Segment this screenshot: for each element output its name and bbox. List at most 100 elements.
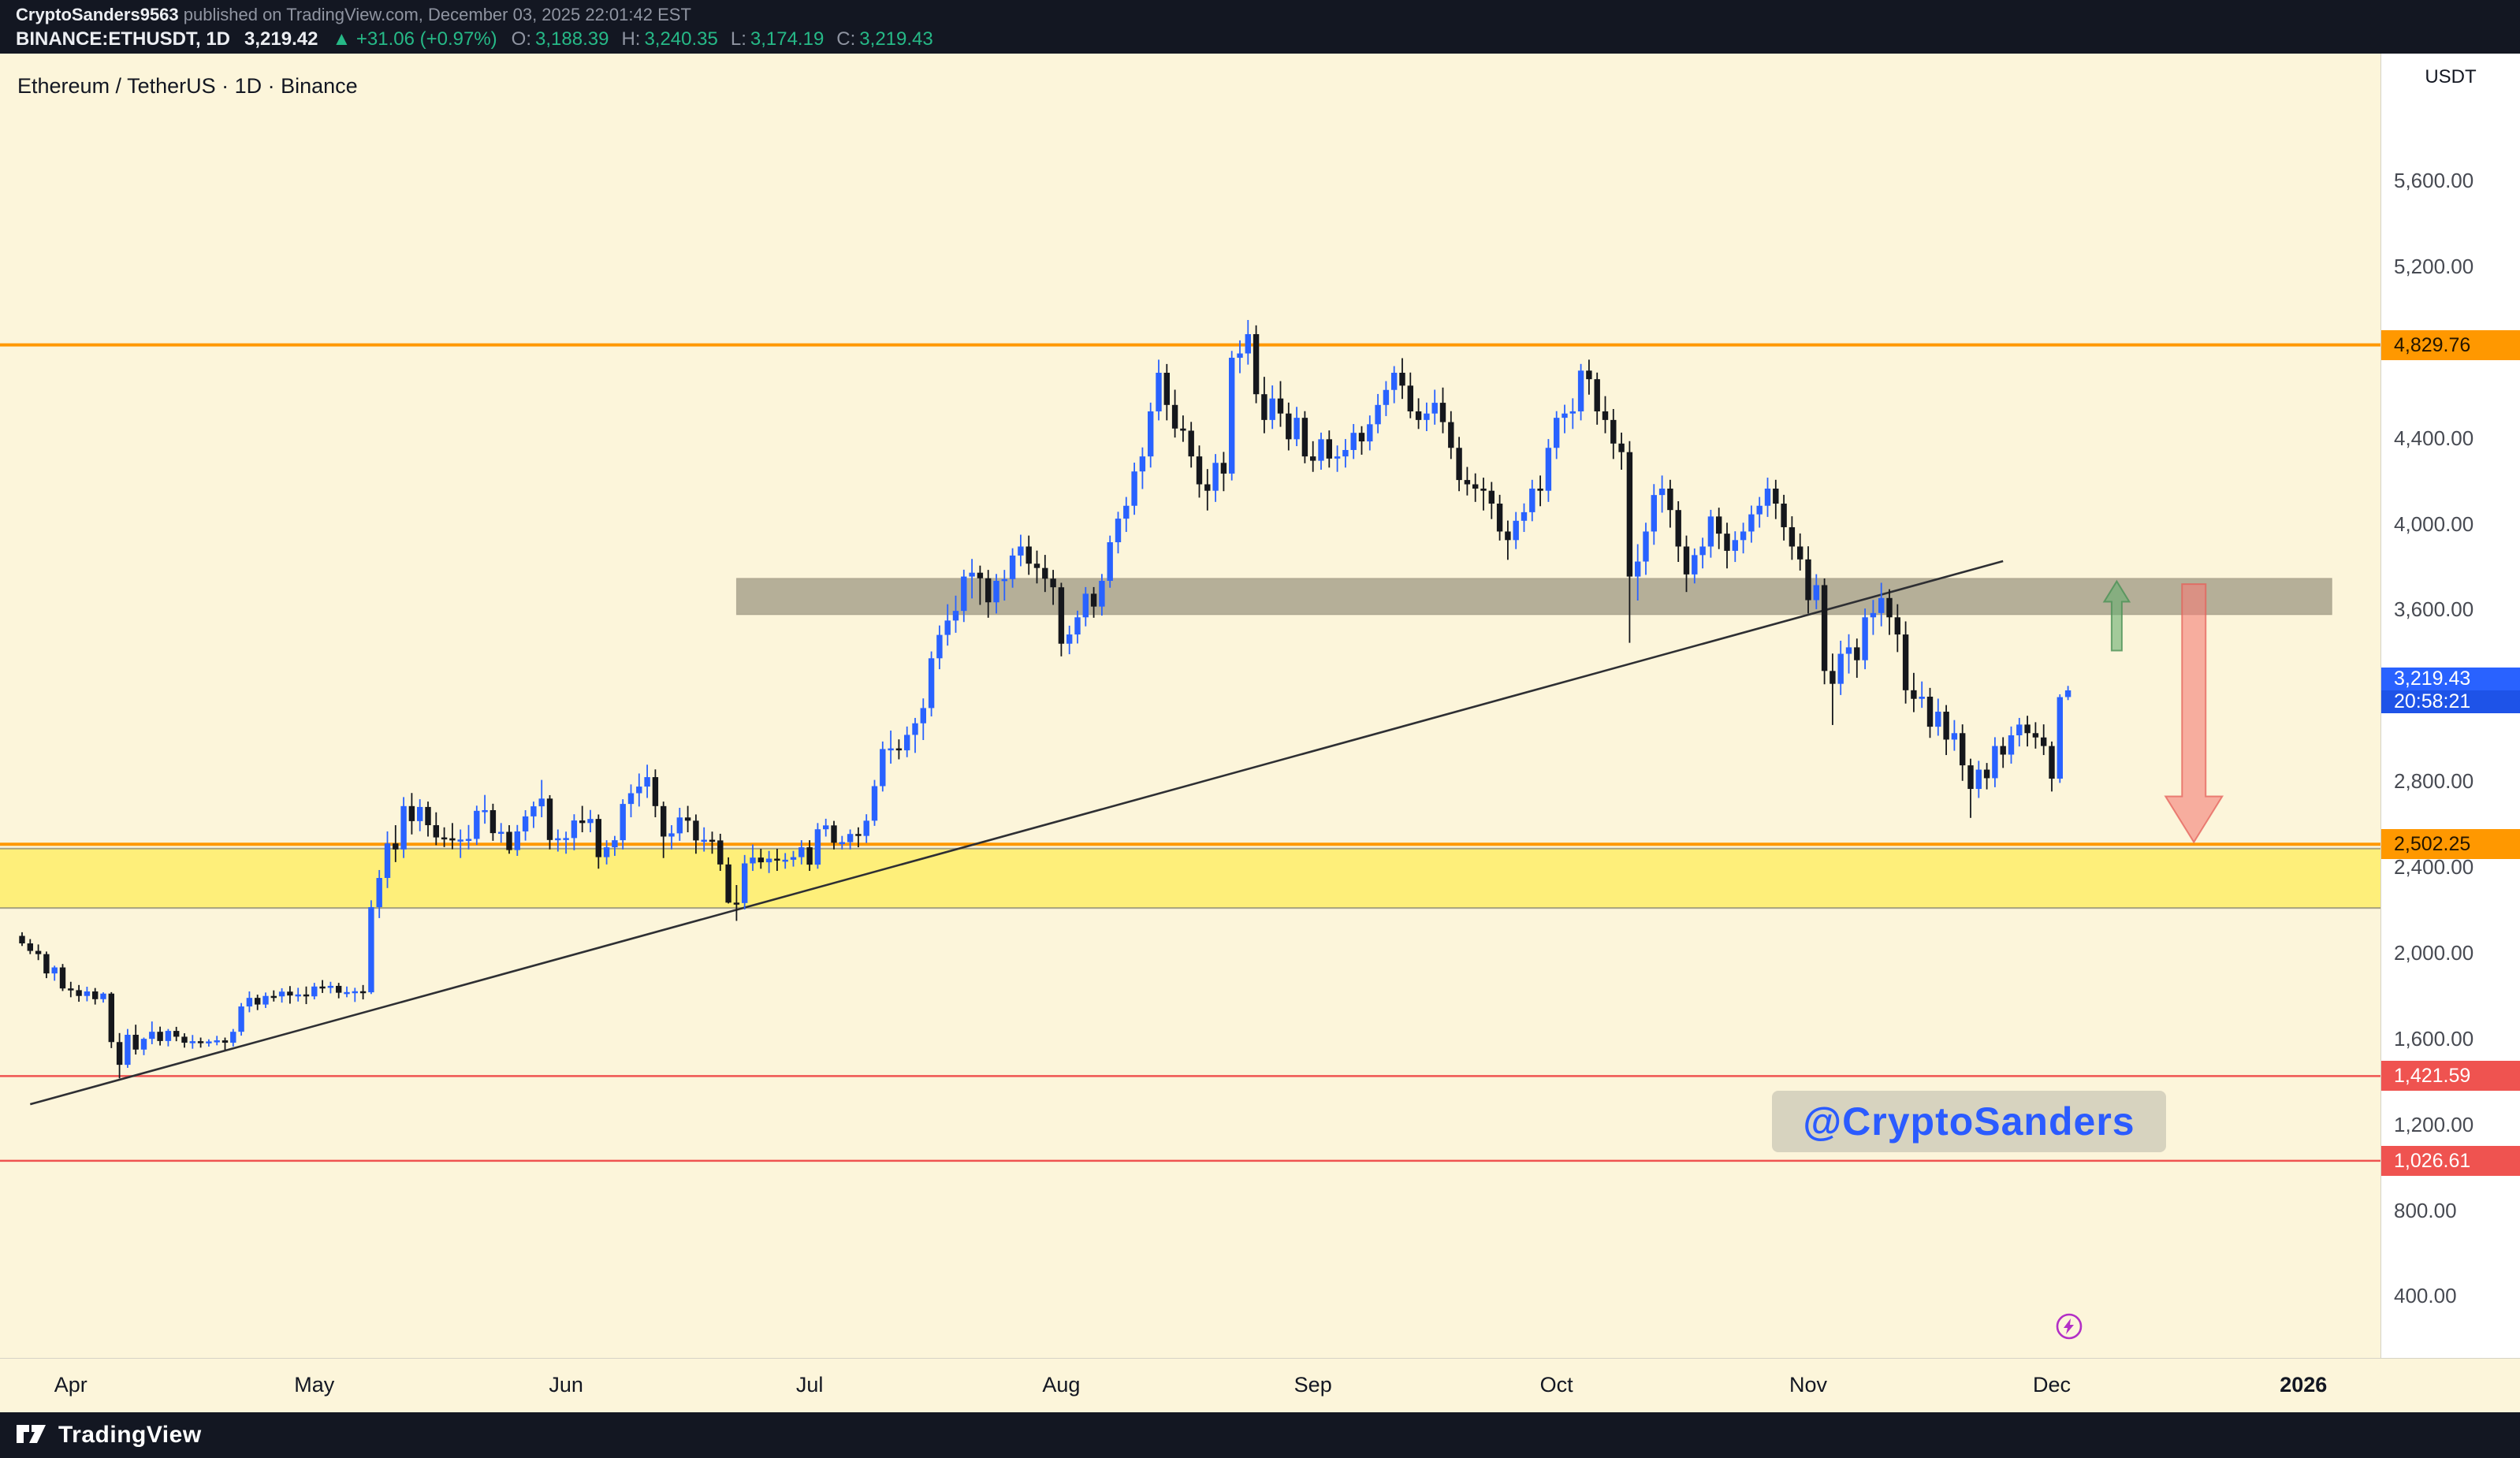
candle-body [1488,490,1495,504]
time-axis[interactable]: Apr May Jun Jul Aug Sep Oct Nov Dec 2026 [0,1358,2520,1412]
candle-body [1480,488,1487,491]
candle-body [1651,495,1657,532]
candle-body [880,749,886,787]
candle-body [441,837,448,840]
candle-body [1391,372,1398,390]
price-tick-label: 400.00 [2394,1284,2457,1308]
candle-body [1967,765,1974,790]
tradingview-logo-icon[interactable] [16,1422,47,1449]
candle-body [1277,398,1284,414]
candle-body [814,829,821,865]
candle-body [76,990,82,996]
candle-body [1431,403,1438,414]
watermark-label: @CryptoSanders [1772,1091,2166,1152]
candle-body [977,572,984,578]
candle-body [717,840,724,865]
candle-body [798,847,805,857]
chart-legend[interactable]: Ethereum / TetherUS · 1D · Binance [17,74,358,98]
candle-body [425,806,431,826]
candle-body [1837,653,1844,684]
time-tick-aug: Aug [1042,1373,1081,1397]
candle-body [1148,411,1154,457]
candle-body [693,820,699,841]
candle-body [863,820,869,836]
candle-body [1911,690,1917,699]
price-tick-label: 5,200.00 [2394,254,2474,278]
candle-body [35,950,42,954]
candle-body [1269,398,1275,420]
candle-body [125,1034,131,1066]
candle-body [1245,333,1251,354]
candle-body [1066,634,1073,644]
candle-body [2064,690,2071,697]
candle-body [855,834,862,836]
candle-body [1237,353,1243,358]
candle-body [1610,419,1617,444]
candle-body [1992,746,1998,779]
candle-body [1926,697,1934,727]
candle-body [1009,555,1016,579]
candle-body [806,847,813,865]
candle-body [1724,534,1730,551]
last-price: 3,219.42 [244,28,318,50]
candle-body [1569,411,1576,414]
candle-body [1074,617,1081,635]
last-price-label: 3,219.43 20:58:21 [2381,667,2520,713]
candle-body [1716,516,1722,534]
candle-body [498,831,504,834]
price-label-4829: 4,829.76 [2381,329,2520,360]
candle-body [871,786,878,821]
candle-body [1139,456,1146,472]
candle-body [1212,463,1219,491]
candle-body [1342,449,1349,457]
candle-body [303,994,310,997]
candle-body [116,1042,123,1066]
candle-body [489,809,497,834]
time-tick-2026: 2026 [2280,1373,2328,1397]
candle-body [522,816,529,831]
candle-body [1350,433,1357,450]
candle-body [68,988,74,991]
candle-body [1521,511,1528,521]
candle-body [2008,735,2015,755]
flash-icon[interactable] [2054,1311,2084,1341]
candle-body [1229,357,1235,474]
price-axis[interactable]: USDT 5,600.00 5,200.00 4,400.00 4,000.00 3,6… [2380,54,2520,1358]
candle-body [839,842,845,845]
candle-body [1943,712,1949,740]
candle-body [214,1040,220,1043]
tradingview-brand[interactable]: TradingView [58,1422,202,1448]
candle-body [1830,671,1836,684]
candle-body [1115,519,1122,543]
candle-body [1983,769,1990,779]
candle-body [1448,422,1454,448]
candle-body [1821,585,1828,671]
candle-body [1163,372,1170,405]
price-label-1421: 1,421.59 [2381,1061,2520,1092]
candle-body [790,857,797,860]
price-tick-label: 1,200.00 [2394,1112,2474,1136]
candle-body [352,991,358,994]
candle-body [1107,542,1113,582]
candle-body [2049,746,2055,779]
candle-body [587,819,594,824]
candle-body [1545,448,1552,491]
candle-body [1602,411,1609,420]
candle-body [1286,413,1292,440]
candle-body [530,806,537,816]
candle-body [1407,385,1413,411]
price-tick-label: 4,000.00 [2394,511,2474,536]
candle-body [904,735,910,751]
candle-body [1318,439,1324,461]
candle-body [206,1041,212,1043]
candle-body [1862,617,1868,660]
candlestick-plot[interactable] [0,54,2380,1358]
candle-body [725,864,731,903]
footer-bar: TradingView [0,1412,2520,1458]
candle-body [1764,488,1771,506]
ohlc-label: O: [511,28,532,50]
candle-body [1789,526,1796,547]
candle-body [1667,488,1673,511]
candle-body [2057,697,2063,779]
candle-body [969,572,975,577]
